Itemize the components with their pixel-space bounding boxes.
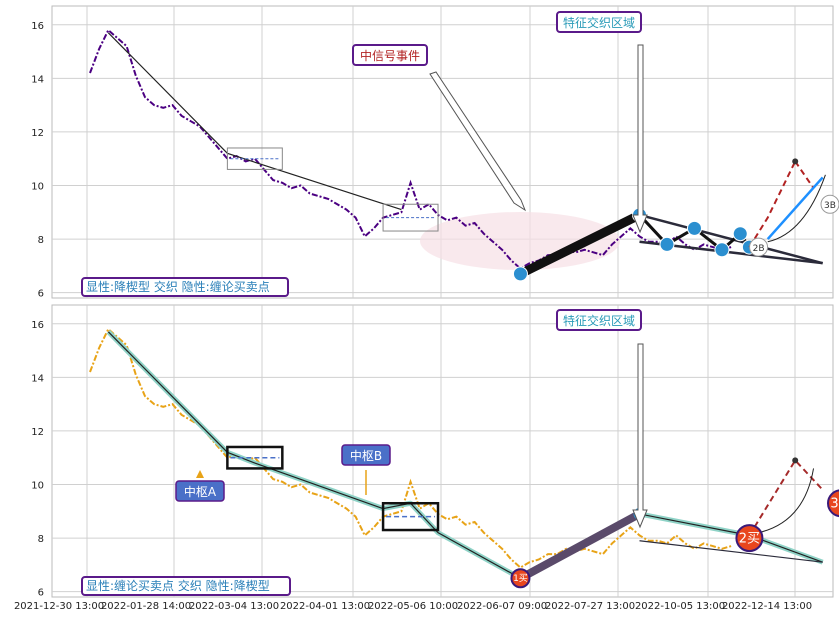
pivot-point — [732, 226, 748, 242]
zone-label-box — [175, 480, 225, 502]
y-tick-label: 16 — [31, 320, 44, 331]
price-series-top — [89, 28, 732, 270]
pivot-point — [686, 220, 702, 236]
event-arrow — [429, 71, 527, 212]
y-tick-label: 8 — [38, 235, 44, 246]
pivot-point — [714, 242, 730, 258]
forecast-blue — [766, 176, 824, 240]
pivot-point — [512, 266, 528, 282]
forecast-peak-bottom — [792, 457, 799, 464]
region-arrow-bottom — [632, 343, 648, 529]
y-tick-label: 10 — [31, 181, 44, 192]
legend-text: 显性:降楔型 交织 隐性:缠论买卖点 — [86, 279, 270, 294]
y-tick-label: 14 — [31, 373, 44, 384]
forecast-dashed-down — [794, 160, 815, 189]
pivot-zone-box — [226, 147, 283, 170]
pivot-zone-box — [382, 203, 439, 232]
forecast-dashed — [748, 160, 797, 248]
forecast-peak — [792, 158, 799, 165]
buy-point-label: 3买 — [830, 497, 839, 512]
event-annotation-text: 中信号事件 — [360, 48, 420, 63]
label-2b-circle — [749, 237, 769, 257]
y-tick-label: 6 — [38, 588, 44, 599]
x-tick-label: 2022-07-27 13:00 — [545, 601, 635, 612]
x-tick-label: 2022-01-28 14:00 — [101, 601, 191, 612]
x-tick-label: 2022-06-07 09:00 — [457, 601, 547, 612]
x-tick-label: 2022-10-05 13:00 — [635, 601, 725, 612]
region-annotation-box — [556, 11, 642, 33]
zone-a-arrow — [196, 470, 204, 478]
plot-frame — [51, 304, 834, 598]
buy-point-label: 1买 — [513, 573, 528, 584]
y-tick-label: 12 — [31, 128, 44, 139]
y-tick-label: 16 — [31, 21, 44, 32]
legend-text: 显性:缠论买卖点 交织 隐性:降楔型 — [86, 578, 270, 593]
x-tick-label: 2021-12-30 13:00 — [14, 601, 104, 612]
wedge-line — [639, 213, 824, 265]
region-annotation-text-bottom: 特征交织区域 — [563, 313, 635, 328]
y-tick-label: 12 — [31, 427, 44, 438]
event-annotation-box — [352, 44, 428, 66]
label-3b: 3B — [824, 201, 836, 211]
label-3b-circle — [820, 194, 839, 214]
top-panel: 6 8 10 12 14 16 显性:降楔型 交织 隐性:缠论买卖点 — [31, 5, 834, 300]
buy-point — [827, 489, 839, 518]
buy-point — [510, 568, 531, 589]
x-tick-label: 2022-12-14 13:00 — [722, 601, 812, 612]
zone-label-box — [341, 444, 391, 466]
y-tick-label: 6 — [38, 289, 44, 300]
x-tick-label: 2022-05-06 10:00 — [368, 601, 458, 612]
buy-point-label: 2买 — [739, 531, 760, 546]
forecast-dashed-bottom — [748, 458, 824, 536]
y-tick-label: 8 — [38, 534, 44, 545]
forecast-arc-bottom — [758, 468, 815, 534]
y-tick-label: 10 — [31, 480, 44, 491]
wedge-lower-bottom — [639, 540, 823, 563]
label-2b: 2B — [753, 244, 765, 254]
region-annotation-box-bottom — [556, 309, 642, 331]
interweave-ellipse — [420, 212, 620, 270]
x-tick-label: 2022-04-01 13:00 — [280, 601, 370, 612]
pivot-zone-box-bottom — [226, 445, 284, 470]
y-tick-label: 14 — [31, 74, 44, 85]
pivot-point — [659, 236, 675, 252]
thick-stroke — [515, 210, 645, 279]
legend-box — [81, 277, 289, 297]
buy-point — [735, 524, 764, 553]
forecast-arc — [767, 174, 826, 243]
zone-label: 中枢A — [184, 484, 217, 499]
pivot-zone-box-bottom — [381, 501, 440, 532]
x-tick-label: 2022-03-04 13:00 — [189, 601, 279, 612]
region-arrow — [632, 44, 648, 234]
region-annotation-text: 特征交织区域 — [563, 15, 635, 30]
legend-box — [81, 576, 291, 596]
zone-label: 中枢B — [350, 448, 382, 463]
rise-bar — [516, 509, 644, 583]
bottom-panel: 6 8 10 12 14 16 显性:缠论买卖点 交织 隐性:降楔型 — [31, 304, 834, 599]
